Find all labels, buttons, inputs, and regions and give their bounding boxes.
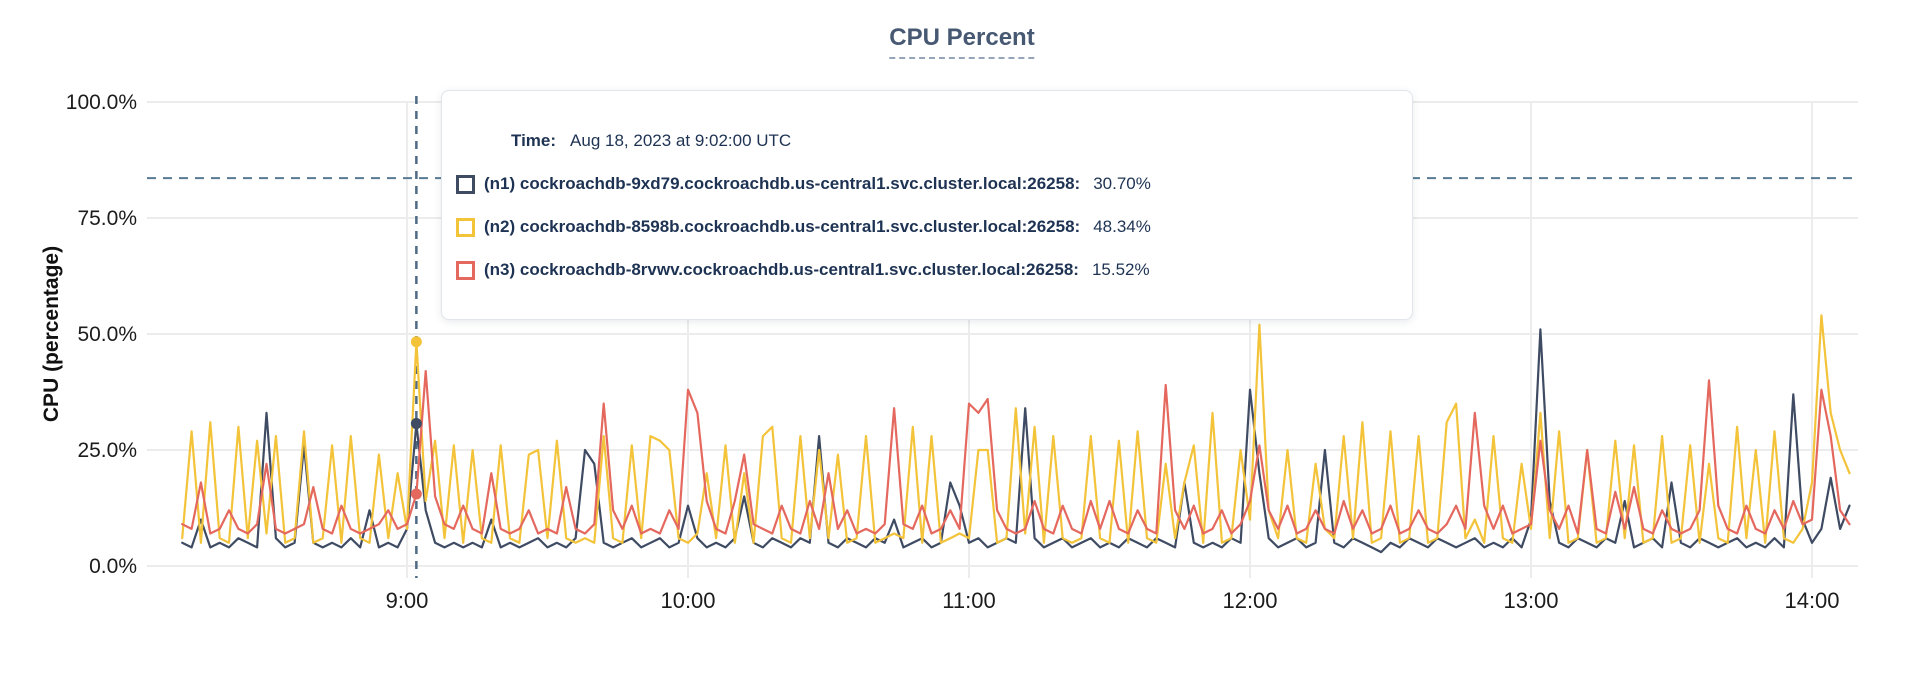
x-tick-label: 9:00 bbox=[386, 588, 429, 613]
tooltip-time-label: Time: bbox=[511, 131, 557, 150]
tooltip-series-row-n2: (n2) cockroachdb-8598b.cockroachdb.us-ce… bbox=[456, 217, 1388, 237]
series-n3-swatch-icon bbox=[456, 260, 475, 280]
y-axis-label: CPU (percentage) bbox=[40, 245, 63, 423]
x-tick-label: 14:00 bbox=[1784, 588, 1839, 613]
x-tick-label: 11:00 bbox=[942, 588, 995, 613]
series-n3-value: 15.52% bbox=[1091, 260, 1150, 279]
hover-point-n1 bbox=[410, 418, 422, 430]
chart-hover-tooltip: Time: Aug 18, 2023 at 9:02:00 UTC (n1) co… bbox=[441, 90, 1413, 320]
tooltip-series-row-n1: (n1) cockroachdb-9xd79.cockroachdb.us-ce… bbox=[456, 174, 1388, 194]
y-tick-label: 50.0% bbox=[77, 323, 137, 346]
series-line-n1 bbox=[181, 328, 1851, 554]
tooltip-series-row-n3: (n3) cockroachdb-8rvwv.cockroachdb.us-ce… bbox=[456, 260, 1388, 280]
x-tick-label: 10:00 bbox=[660, 588, 715, 613]
hover-point-n2 bbox=[410, 336, 422, 348]
series-n2-label: (n2) cockroachdb-8598b.cockroachdb.us-ce… bbox=[484, 217, 1081, 236]
y-tick-label: 75.0% bbox=[77, 207, 137, 230]
y-tick-label: 0.0% bbox=[89, 555, 137, 578]
series-n1-value: 30.70% bbox=[1093, 174, 1151, 193]
series-n1-swatch-icon bbox=[456, 174, 475, 194]
series-n1-label: (n1) cockroachdb-9xd79.cockroachdb.us-ce… bbox=[484, 174, 1081, 193]
y-tick-label: 100.0% bbox=[66, 91, 137, 114]
series-line-n3 bbox=[181, 370, 1851, 535]
chart-title[interactable]: CPU Percent bbox=[889, 24, 1035, 59]
x-tick-label: 13:00 bbox=[1503, 588, 1558, 613]
tooltip-time-value: Aug 18, 2023 at 9:02:00 UTC bbox=[570, 131, 792, 150]
hover-point-n3 bbox=[410, 488, 422, 500]
series-line-n2 bbox=[181, 314, 1851, 544]
series-n3-label: (n3) cockroachdb-8rvwv.cockroachdb.us-ce… bbox=[484, 260, 1079, 279]
series-n2-value: 48.34% bbox=[1093, 217, 1151, 236]
x-tick-label: 12:00 bbox=[1222, 588, 1277, 613]
y-tick-label: 25.0% bbox=[77, 439, 137, 462]
series-n2-swatch-icon bbox=[456, 217, 475, 237]
tooltip-time-row: Time: Aug 18, 2023 at 9:02:00 UTC bbox=[511, 131, 1388, 151]
